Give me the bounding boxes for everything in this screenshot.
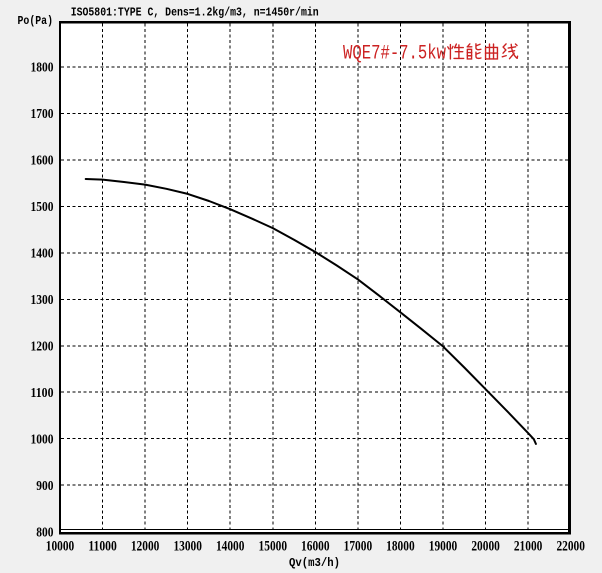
svg-text:1200: 1200: [31, 338, 54, 353]
svg-text:1000: 1000: [31, 431, 54, 446]
svg-text:1400: 1400: [31, 245, 54, 260]
svg-text:20000: 20000: [471, 539, 500, 555]
svg-text:11000: 11000: [88, 539, 117, 555]
svg-text:15000: 15000: [259, 539, 288, 555]
svg-text:900: 900: [36, 478, 53, 493]
svg-text:1300: 1300: [31, 292, 54, 307]
svg-text:12000: 12000: [131, 539, 160, 555]
svg-text:Qv(m3/h): Qv(m3/h): [289, 557, 340, 570]
svg-text:17000: 17000: [344, 539, 373, 555]
svg-text:10000: 10000: [46, 539, 75, 555]
svg-text:WQE7#-7.5kw: WQE7#-7.5kw: [343, 43, 446, 66]
svg-text:18000: 18000: [386, 539, 415, 555]
svg-text:1100: 1100: [31, 385, 54, 400]
svg-text:1700: 1700: [31, 106, 54, 121]
svg-text:Po(Pa): Po(Pa): [18, 15, 54, 28]
svg-text:1800: 1800: [31, 60, 54, 75]
svg-text:13000: 13000: [173, 539, 202, 555]
svg-text:21000: 21000: [514, 539, 543, 555]
svg-text:ISO5801:TYPE C, Dens=1.2kg/m3,: ISO5801:TYPE C, Dens=1.2kg/m3, n=1450r/m…: [71, 6, 319, 19]
svg-text:800: 800: [36, 524, 53, 539]
svg-text:1500: 1500: [31, 199, 54, 214]
svg-text:19000: 19000: [429, 539, 458, 555]
svg-text:14000: 14000: [216, 539, 245, 555]
svg-text:16000: 16000: [301, 539, 330, 555]
svg-text:1600: 1600: [31, 153, 54, 168]
svg-text:22000: 22000: [556, 539, 585, 555]
